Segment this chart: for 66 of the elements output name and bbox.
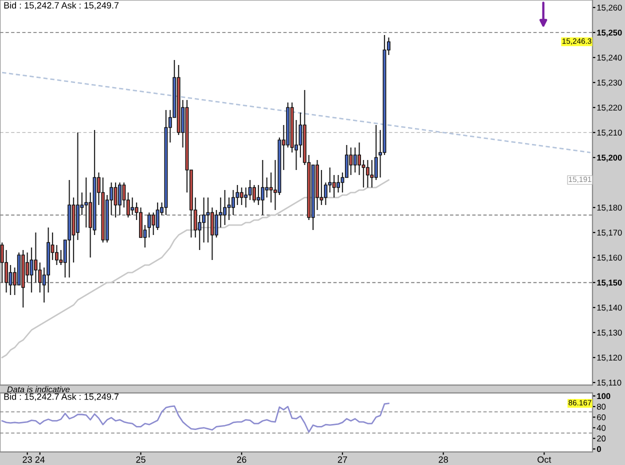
candlestick (260, 159, 264, 216)
candlestick (366, 159, 370, 188)
candlestick (210, 206, 214, 261)
y-tick-label: 15,180 (597, 204, 622, 212)
candlestick (130, 196, 134, 216)
candlestick (118, 182, 122, 216)
candlestick (152, 212, 156, 236)
candlestick (370, 159, 374, 188)
y-tick-label: 60 (597, 414, 606, 420)
candlestick (265, 176, 269, 198)
y-tick-label: 15,160 (597, 254, 622, 262)
line-series (1, 179, 390, 358)
candlestick (202, 196, 206, 244)
candlestick (156, 202, 160, 231)
candlestick (256, 184, 260, 206)
y-tick-label: 15,110 (597, 380, 622, 387)
candlestick (353, 146, 357, 174)
y-tick-label: 15,120 (597, 354, 622, 362)
y-tick-label: 15,230 (597, 80, 622, 87)
y-tick-label: 15,150 (597, 280, 622, 287)
x-tick-label: Oct (538, 456, 552, 463)
y-tick-label: 15,140 (597, 304, 622, 312)
candlestick (332, 174, 336, 198)
candlestick (34, 232, 38, 284)
y-tick-label: 15,220 (597, 104, 622, 112)
chart-title: Bid : 15,242.7 Ask : 15,249.7 (4, 393, 119, 401)
y-tick-label: 15,200 (597, 154, 622, 162)
candlestick (358, 142, 362, 176)
candlestick (84, 176, 88, 228)
line-series (1, 402, 390, 433)
candlestick (240, 186, 244, 206)
candlestick (8, 264, 12, 296)
candlestick (349, 146, 353, 176)
x-tick-label: 27 (338, 456, 348, 463)
candlestick (244, 186, 248, 208)
candlestick (223, 189, 227, 226)
text: Data is indicative (7, 386, 70, 392)
candlestick (248, 179, 252, 201)
x-tick-label: 28 (438, 456, 448, 463)
y-tick-label: 15,210 (597, 130, 622, 137)
candlestick (324, 182, 328, 206)
y-tick-label: 0 (596, 446, 601, 452)
y-tick-label: 15,260 (597, 4, 622, 12)
y-tick-label: 15,130 (597, 330, 622, 337)
y-tick-label: 15,170 (597, 230, 622, 237)
candlestick (252, 184, 256, 204)
candlestick (231, 189, 235, 216)
x-tick-label: 26 (237, 456, 246, 463)
x-tick-label: 24 (35, 456, 45, 463)
candlestick (55, 244, 58, 266)
x-tick-label: 23 (22, 456, 32, 463)
y-tick-label: 100 (597, 393, 610, 400)
y-tick-label: 15,240 (597, 54, 622, 62)
y-tick-label: 40 (596, 424, 606, 431)
candlestick (214, 209, 218, 238)
candlestick (374, 124, 378, 181)
y-tick-label: 20 (597, 436, 606, 442)
chart-title: Bid : 15,242.7 Ask : 15,249.7 (4, 2, 119, 10)
candlestick (336, 174, 340, 194)
candlestick (206, 196, 210, 244)
candlestick (147, 212, 151, 238)
y-tick-label: 15,250 (597, 30, 622, 37)
candlestick (114, 182, 118, 218)
y-tick-label: 80 (597, 404, 606, 410)
candlestick (227, 196, 231, 221)
x-tick-label: 25 (136, 456, 146, 463)
